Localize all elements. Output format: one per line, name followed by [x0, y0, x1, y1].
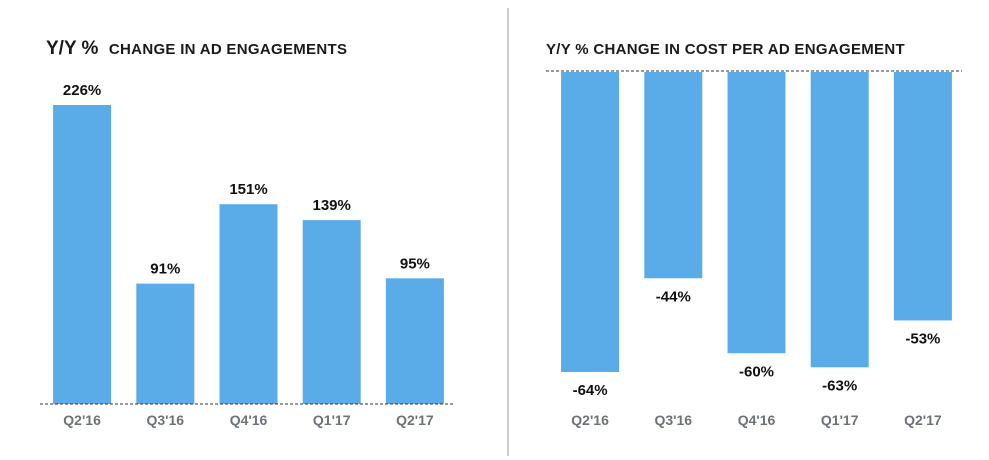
ad-engagements-data-label: 139% [313, 197, 351, 214]
ad-engagements-bar [53, 105, 112, 404]
ad-engagements-bar [302, 220, 361, 404]
ad-engagements-bar [136, 283, 195, 404]
ad-engagements-bars: 226% Q2'16 91% Q3'16 151% Q4'16 139% Q1'17 95% Q2… [53, 82, 444, 428]
ad-engagements-data-label: 226% [63, 82, 101, 99]
ad-engagements-tick-label: Q1'17 [313, 412, 351, 428]
ad-engagements-chart: Y/Y % CHANGE IN AD ENGAGEMENTS 226% Q2'16… [40, 38, 454, 428]
cost-per-engagement-bar [644, 72, 703, 279]
ad-engagements-chart-title: Y/Y % CHANGE IN AD ENGAGEMENTS [46, 38, 347, 59]
cost-per-engagement-tick-label: Q2'17 [904, 412, 942, 428]
cost-per-engagement-bar [893, 72, 952, 321]
cost-per-engagement-chart-title: Y/Y % CHANGE IN COST PER AD ENGAGEMENT [546, 41, 905, 58]
cost-per-engagement-tick-label: Q3'16 [655, 412, 693, 428]
cost-per-engagement-chart: Y/Y % CHANGE IN COST PER AD ENGAGEMENT -… [546, 41, 962, 428]
ad-engagements-tick-label: Q2'16 [63, 412, 101, 428]
cost-per-engagement-tick-label: Q4'16 [738, 412, 776, 428]
ad-engagements-bar [219, 204, 278, 404]
cost-per-engagement-data-label: -53% [905, 330, 940, 347]
ad-engagements-tick-label: Q3'16 [147, 412, 185, 428]
cost-per-engagement-data-label: -44% [656, 288, 691, 305]
ad-engagements-data-label: 95% [400, 255, 430, 272]
ad-engagements-title-prefix: Y/Y % [46, 38, 99, 59]
cost-per-engagement-tick-label: Q2'16 [571, 412, 609, 428]
ad-engagements-tick-label: Q2'17 [396, 412, 434, 428]
cost-per-engagement-data-label: -63% [822, 377, 857, 394]
ad-engagements-data-label: 91% [150, 261, 180, 278]
cost-per-engagement-data-label: -60% [739, 363, 774, 380]
cost-per-engagement-tick-label: Q1'17 [821, 412, 859, 428]
ad-engagements-title-text: CHANGE IN AD ENGAGEMENTS [109, 41, 347, 58]
ad-engagements-bar [385, 278, 444, 404]
ad-engagements-data-label: 151% [229, 181, 267, 198]
cost-per-engagement-bars: -64% Q2'16 -44% Q3'16 -60% Q4'16 -63% Q1'17 -53%… [561, 72, 952, 428]
cost-per-engagement-bar [561, 72, 620, 372]
ad-engagements-tick-label: Q4'16 [230, 412, 268, 428]
cost-per-engagement-bar [727, 72, 786, 354]
cost-per-engagement-data-label: -64% [573, 382, 608, 399]
cost-per-engagement-bar [810, 72, 869, 368]
